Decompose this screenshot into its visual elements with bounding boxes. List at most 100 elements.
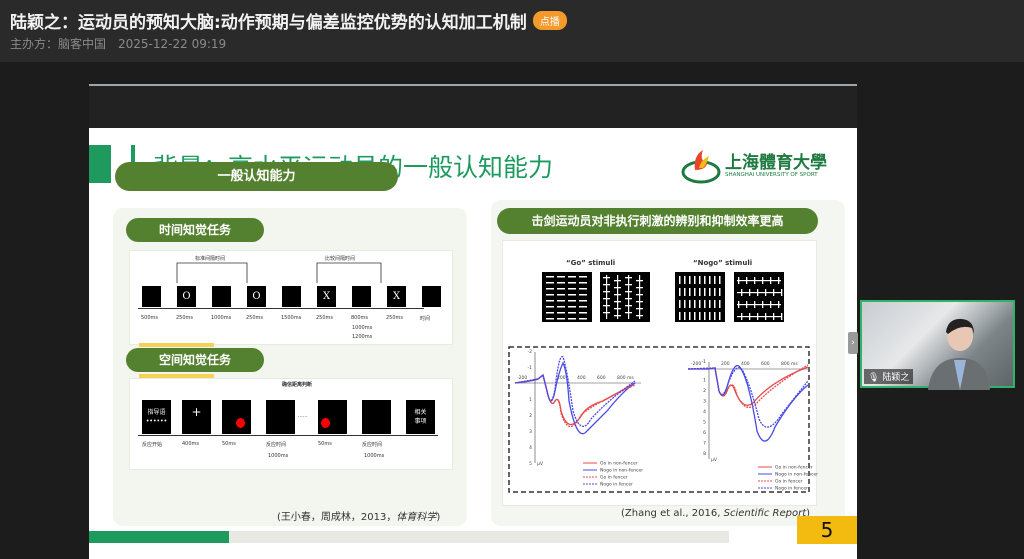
- speaker-name-tag: 🎙 陆颖之: [864, 369, 914, 384]
- stimulus-block: O: [247, 286, 266, 307]
- red-dot: [321, 418, 330, 428]
- comparison-interval-label: 比较间隔时间: [325, 256, 356, 262]
- interval-arrows: [176, 262, 382, 283]
- y-tick-label: 8: [703, 451, 706, 457]
- x-tick-label: 200: [557, 375, 566, 381]
- university-logo: 上海體育大學 SHANGHAI UNIVERSITY OF SPORT: [681, 148, 831, 184]
- top-bar: 陆颖之：运动员的预知大脑:动作预期与偏差监控优势的认知加工机制 点播 主办方：脑客…: [0, 0, 1024, 62]
- x-tick-label: 600: [597, 375, 606, 381]
- x-tick-label: 400: [577, 375, 586, 381]
- duration-label: 500ms: [141, 315, 159, 321]
- y-tick-label: 3: [703, 399, 706, 405]
- yellow-underline: [139, 343, 214, 347]
- y-tick-label: 6: [703, 430, 706, 436]
- step-label: 50ms: [318, 441, 332, 447]
- mic-icon: 🎙: [868, 373, 880, 383]
- y-tick-label: 4: [529, 445, 532, 451]
- screen-block: +: [182, 400, 211, 434]
- footer-green-bar: [89, 531, 229, 543]
- erp-waveforms: -2 -1 1 2 3 4 5 -200 200 400 600 800 ms μV -1 1 2 3 4 5 6 7 8…: [508, 346, 818, 493]
- time-task-figure: 标准间隔时间 比较间隔时间 500ms O 250ms 1000ms O 250ms 150…: [129, 250, 453, 345]
- space-axis: [138, 435, 438, 436]
- step-label: 反应开始: [142, 442, 163, 448]
- time-axis: [138, 308, 424, 309]
- yellow-underline: [139, 374, 214, 378]
- replay-badge: 点播: [532, 11, 567, 30]
- y-tick-label: 2: [703, 388, 706, 394]
- legend-entry: Nogo in fencer: [600, 482, 633, 488]
- x-tick-label: 800 ms: [781, 361, 798, 367]
- go-stimuli-label: “Go” stimuli: [566, 259, 616, 267]
- title-text: 陆颖之：运动员的预知大脑:动作预期与偏差监控优势的认知加工机制: [10, 13, 527, 33]
- slide-top-band: [89, 84, 857, 128]
- legend-entry: Nogo in fencer: [775, 486, 808, 492]
- left-panel: 时间知觉任务 标准间隔时间 比较间隔时间 500ms O 250ms 1000ms O 2…: [113, 208, 467, 526]
- y-tick-label: 7: [703, 441, 706, 447]
- duration-label: 250ms: [386, 315, 404, 321]
- unit-label: μV: [711, 457, 718, 463]
- speaker-figure: [928, 318, 990, 390]
- logo-text: 上海體育大學: [725, 153, 827, 173]
- speaker-video[interactable]: 🎙 陆颖之: [860, 300, 1015, 390]
- general-cognition-heading: 一般认知能力: [115, 162, 398, 191]
- right-citation: (Zhang et al., 2016, Scientific Report): [621, 508, 811, 519]
- y-tick-label: 3: [529, 429, 532, 435]
- fencer-heading: 击剑运动员对非执行刺激的辨别和抑制效率更高: [497, 208, 818, 234]
- organizer: 主办方：脑客中国: [10, 37, 107, 51]
- x-tick-label: -200: [517, 375, 527, 381]
- datetime: 2025-12-22 09:19: [118, 37, 227, 51]
- collapse-panel-handle[interactable]: ›: [848, 332, 858, 354]
- step-sublabel: 1000ms: [268, 453, 289, 459]
- space-task-figure: 确信距离判断 指导语 •••••• 反应开始 +400ms 50ms 反应时间 50ms 反应…: [129, 378, 453, 470]
- y-tick-label: 1: [703, 378, 706, 384]
- y-tick-label: 5: [703, 420, 706, 426]
- legend-entry: Go in non-fencer: [600, 461, 638, 467]
- logo-emblem-icon: [681, 150, 721, 184]
- y-tick-label: 1: [529, 397, 532, 403]
- slide: 背景：高水平运动员的一般认知能力 上海體育大學 SHANGHAI UNIVERS…: [89, 128, 857, 559]
- right-panel: 击剑运动员对非执行刺激的辨别和抑制效率更高 “Go” stimuli “Nogo…: [491, 200, 845, 526]
- step-label: 400ms: [182, 441, 200, 447]
- y-tick-label: 2: [529, 413, 532, 419]
- screen-block: [222, 400, 251, 434]
- stimulus-block: X: [387, 286, 406, 307]
- x-tick-label: 200: [721, 361, 730, 367]
- erp-waveform: [687, 364, 809, 409]
- y-tick-label: -2: [528, 349, 533, 355]
- legend-entry: Go in non-fencer: [775, 465, 813, 471]
- legend-entry: Nogo in non-fencer: [600, 468, 643, 474]
- erp-waveform: [514, 373, 636, 428]
- footer-gray-bar: [229, 531, 729, 543]
- stimulus-patterns: [546, 275, 783, 320]
- legend-entry: Go in fencer: [775, 479, 803, 485]
- stimulus-block: X: [317, 286, 336, 307]
- erp-waveform: [688, 364, 809, 442]
- legend-entry: Go in fencer: [600, 475, 628, 481]
- step-label: 反应时间: [362, 442, 383, 448]
- step-sublabel: 1000ms: [364, 453, 385, 459]
- y-tick-label: -1: [702, 359, 707, 365]
- screen-block: 指导语 ••••••: [142, 400, 171, 434]
- y-tick-label: -1: [528, 365, 533, 371]
- duration-label: 1000ms: [352, 325, 373, 331]
- page-number: 5: [797, 516, 857, 544]
- standard-interval-label: 标准间隔时间: [195, 256, 226, 262]
- duration-label: 1200ms: [352, 334, 373, 340]
- duration-label: 250ms: [316, 315, 334, 321]
- stream-meta: 主办方：脑客中国 2025-12-22 09:19: [10, 35, 226, 52]
- title-accent-block: [89, 145, 111, 183]
- step-label: 50ms: [222, 441, 236, 447]
- y-tick-label: 5: [529, 461, 532, 467]
- stimulus-block: [352, 286, 371, 307]
- time-axis-label: 时间: [420, 316, 431, 322]
- stimulus-block: [212, 286, 231, 307]
- y-tick-label: 4: [703, 409, 706, 415]
- stimulus-block: [422, 286, 441, 307]
- nogo-stimuli-label: “Nogo” stimuli: [693, 259, 753, 267]
- duration-label: 1000ms: [211, 315, 232, 321]
- x-tick-label: 600: [761, 361, 770, 367]
- unit-label: μV: [537, 461, 544, 467]
- duration-label: 1500ms: [281, 315, 302, 321]
- erp-waveform: [687, 367, 809, 428]
- red-dot: [236, 418, 245, 428]
